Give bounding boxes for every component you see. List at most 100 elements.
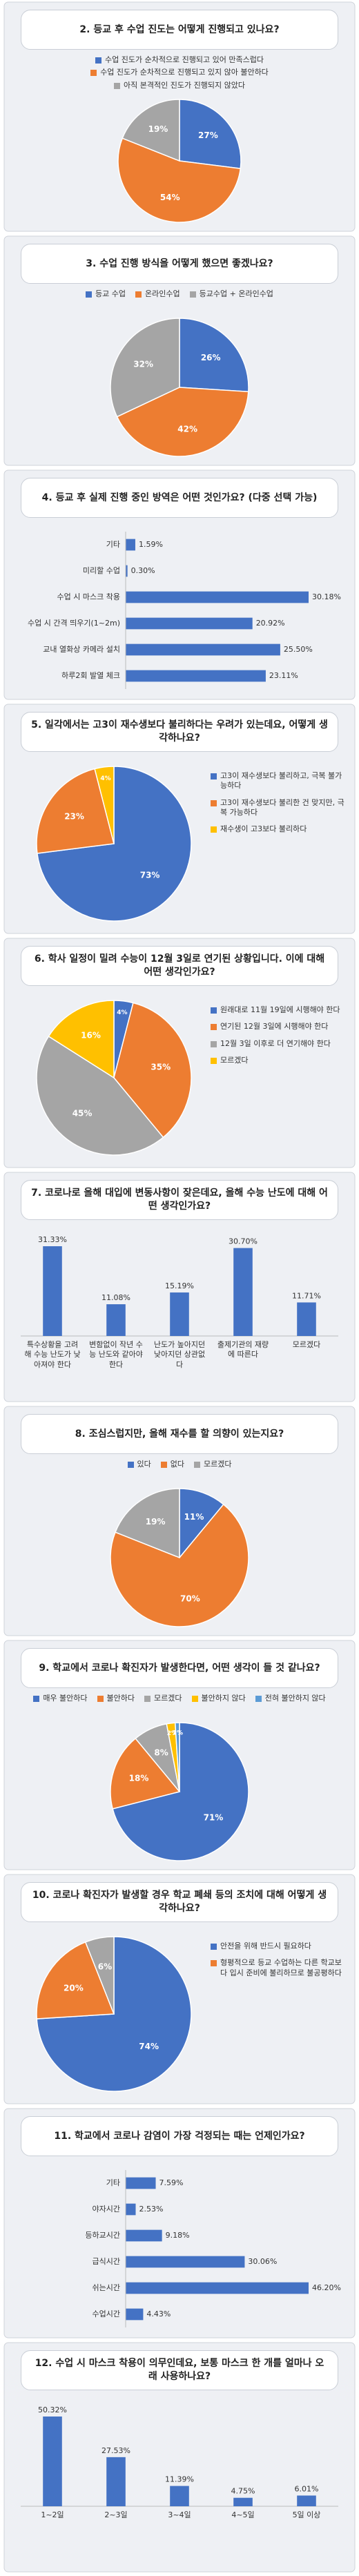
value-label: 25.50%: [284, 645, 313, 654]
chart-title: 12. 수업 시 마스크 착용이 의무인데요, 보통 마스크 한 개를 얼마나 …: [21, 2350, 338, 2390]
legend-swatch: [211, 1040, 217, 1047]
category-label: 2~3일: [104, 2510, 128, 2519]
legend-label: 재수생이 고3보다 불리하다: [220, 824, 307, 834]
slice-label: 35%: [151, 1062, 171, 1072]
pie-slice: [179, 99, 242, 169]
value-label: 11.39%: [165, 2475, 194, 2484]
pie-slice: [117, 137, 242, 223]
chart-title: 4. 등교 후 실제 진행 중인 방역은 어떤 것인가요? (다중 선택 가능): [21, 478, 338, 518]
legend-list: 등교 수업 온라인수업 등교수업 + 온라인수업: [21, 289, 338, 299]
category-label: 급식시간: [93, 2257, 120, 2266]
pie-slice: [84, 1936, 115, 2015]
slice-label: 8%: [154, 1747, 168, 1757]
legend-list: 안전을 위해 반드시 필요하다 형평적으로 등교 수업하는 다른 학교보다 입시 …: [211, 1941, 349, 1978]
chart-title: 10. 코로나 확진자가 발생할 경우 학교 폐쇄 등의 조치에 대해 어떻게 …: [21, 1882, 338, 1922]
pie-slice: [113, 1002, 192, 1139]
bar: [170, 1292, 189, 1336]
slice-label: 16%: [81, 1031, 101, 1040]
chart-title: 3. 수업 진행 방식을 어떻게 했으면 좋겠나요?: [21, 244, 338, 284]
category-label: 쉬는시간: [93, 2283, 120, 2292]
legend-label: 불안하다: [106, 1694, 135, 1703]
legend-swatch: [189, 291, 196, 298]
slice-label: 32%: [133, 359, 153, 369]
legend-label: 등교 수업: [95, 289, 126, 298]
slice-label: 70%: [180, 1594, 200, 1604]
pie-slice: [179, 318, 249, 393]
legend-label: 있다: [137, 1460, 151, 1469]
bar: [297, 2495, 316, 2506]
category-label: 기타: [106, 2178, 120, 2187]
slice-label: 19%: [146, 1517, 166, 1527]
category-label: 기타: [106, 540, 120, 549]
value-label: 30.06%: [248, 2257, 277, 2266]
bar: [126, 2282, 309, 2294]
title-text: 2. 등교 후 수업 진도는 어떻게 진행되고 있나요?: [21, 10, 338, 50]
legend-label: 아직 본격적인 진도가 진행되지 않았다: [124, 80, 245, 90]
panel: [3, 469, 356, 700]
bar: [233, 1248, 253, 1336]
slice-label: 6%: [98, 1962, 112, 1971]
panel: [3, 2342, 356, 2573]
value-label: 7.59%: [159, 2178, 184, 2187]
category-label: 수업 시 간격 띄우기(1~2m): [28, 619, 120, 628]
legend-item: 수업 진도가 순차적으로 진행되고 있지 않아 불안하다: [90, 68, 269, 77]
slice-label: 4%: [117, 1009, 127, 1016]
legend: 매우 불안하다 불안하다 모르겠다 불안하지 않다 전혀 불안하지 않다: [21, 1694, 338, 1703]
legend-label: 원래대로 11월 19일에 시행해야 한다: [220, 1005, 340, 1014]
legend-label: 모르겠다: [220, 1055, 249, 1065]
value-label: 15.19%: [165, 1281, 194, 1290]
legend-item: 고3이 재수생보다 불리하고, 극복 불가능하다: [211, 771, 349, 791]
pie-slice: [36, 1941, 115, 2020]
legend-item: 등교수업 + 온라인수업: [189, 289, 273, 299]
category-text: 특수상황을 고려해 수능 난도가 낮아져야 한다: [24, 1340, 81, 1369]
legend: 있다 없다 모르겠다: [127, 1460, 231, 1469]
value-label: 30.18%: [312, 592, 341, 601]
pie-slice: [179, 1488, 224, 1560]
legend-swatch: [127, 1462, 134, 1468]
legend-item: 있다: [127, 1460, 151, 1469]
chart-title: 8. 조심스럽지만, 올해 재수를 할 의향이 있는지요?: [21, 1414, 338, 1454]
category-label: 출제기관의 재량에 따른다: [217, 1340, 269, 1359]
category-text: 변함없이 작년 수능 난도와 같아야 한다: [89, 1340, 143, 1369]
value-label: 46.20%: [312, 2283, 341, 2292]
legend-swatch: [194, 1462, 200, 1468]
legend-label: 매우 불안하다: [43, 1694, 88, 1703]
chart-title: 11. 학교에서 코로나 감염이 가장 걱정되는 때는 언제인가요?: [21, 2116, 338, 2156]
legend-list: 매우 불안하다 불안하다 모르겠다 불안하지 않다 전혀 불안하지 않다: [21, 1694, 338, 1703]
bar: [106, 1304, 126, 1336]
bar: [233, 2497, 253, 2506]
legend-label: 수업 진도가 순차적으로 진행되고 있어 만족스럽다: [104, 55, 264, 64]
category-label: 교내 열화상 카메라 설치: [43, 645, 120, 654]
value-label: 11.08%: [101, 1293, 130, 1302]
legend-swatch: [211, 1960, 217, 1967]
legend-item: 모르겠다: [144, 1694, 182, 1703]
legend-item: 연기된 12월 3일에 시행해야 한다: [211, 1022, 349, 1032]
slice-label: 18%: [129, 1773, 149, 1783]
value-label: 30.70%: [229, 1237, 258, 1246]
value-label: 23.11%: [269, 671, 298, 680]
legend-swatch: [211, 773, 217, 779]
pie-slice: [112, 1722, 249, 1861]
legend-swatch: [86, 291, 93, 298]
pie-slice: [122, 99, 180, 162]
bar: [126, 591, 309, 603]
legend-item: 안전을 위해 반드시 필요하다: [211, 1941, 349, 1951]
category-label: 5일 이상: [293, 2510, 321, 2519]
bar: [126, 617, 253, 630]
category-text: 2~3일: [104, 2510, 128, 2519]
title-text: 12. 수업 시 마스크 착용이 의무인데요, 보통 마스크 한 개를 얼마나 …: [21, 2350, 338, 2390]
legend-label: 고3이 재수생보다 불리한 건 맞지만, 극복 가능하다: [220, 797, 345, 817]
title-text: 3. 수업 진행 방식을 어떻게 했으면 좋겠나요?: [21, 244, 338, 284]
legend-item: 12월 3일 이후로 더 연기해야 한다: [211, 1039, 349, 1049]
value-label: 20.92%: [256, 619, 285, 628]
legend-swatch: [211, 1024, 217, 1031]
legend-item: 등교 수업: [86, 289, 126, 299]
title-text: 11. 학교에서 코로나 감염이 가장 걱정되는 때는 언제인가요?: [21, 2116, 338, 2156]
category-text: 1~2일: [41, 2510, 64, 2519]
category-text: 모르겠다: [292, 1340, 321, 1349]
